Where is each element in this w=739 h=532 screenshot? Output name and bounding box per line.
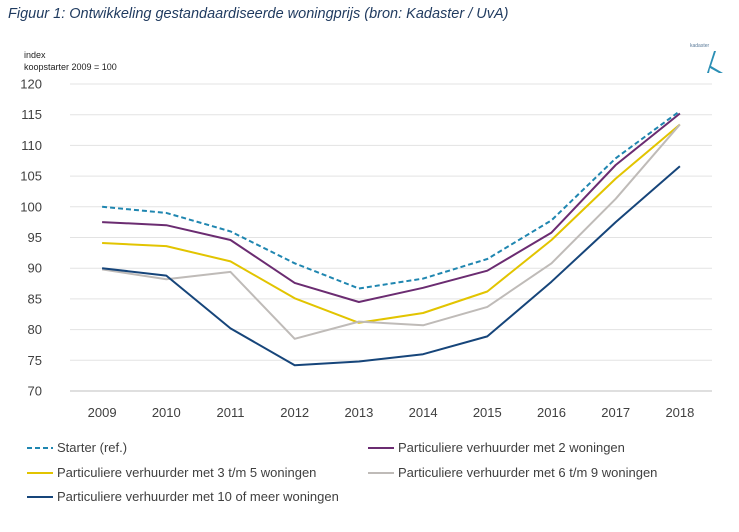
y-tick-label: 95 [28,230,42,245]
series-line [101,165,681,367]
series-line [102,112,681,303]
legend-label: Starter (ref.) [57,440,127,455]
x-axis-ticks: 2009 2010 2011 2012 2013 2014 2015 2016 2017 2018 [88,405,695,420]
x-tick-label: 2014 [409,405,438,420]
figure-caption: Figuur 1: Ontwikkeling gestandaardiseerd… [8,6,509,22]
y-tick-label: 105 [20,169,42,184]
logo-text: kadaster [690,43,710,49]
y-axis-label-line: index [24,50,46,60]
kadaster-logo: kadaster [690,43,723,73]
y-axis-ticks: 70 75 80 85 90 95 100 105 110 115 120 [20,77,42,399]
x-tick-label: 2018 [665,405,694,420]
y-tick-label: 110 [21,138,42,153]
y-tick-label: 90 [28,261,42,276]
x-tick-label: 2012 [280,405,309,420]
x-tick-label: 2016 [537,405,566,420]
x-tick-label: 2010 [152,405,181,420]
x-tick-label: 2013 [344,405,373,420]
y-tick-label: 115 [21,107,42,122]
kadaster-logo-icon [707,51,723,73]
y-tick-label: 85 [28,291,42,306]
x-tick-label: 2009 [88,405,117,420]
y-axis-label-line: koopstarter 2009 = 100 [24,62,117,72]
series-line [101,123,681,340]
y-tick-label: 100 [20,199,42,214]
grid-lines [70,83,712,392]
y-tick-label: 120 [20,77,42,92]
series-line [102,110,681,290]
legend: Starter (ref.) Particuliere verhuurder me… [27,440,657,504]
legend-label: Particuliere verhuurder met 3 t/m 5 woni… [57,465,316,480]
y-tick-label: 75 [28,353,42,368]
y-tick-label: 80 [28,322,42,337]
legend-label: Particuliere verhuurder met 10 of meer w… [57,489,339,504]
x-tick-label: 2015 [473,405,502,420]
x-tick-label: 2017 [601,405,630,420]
series-line [102,123,681,324]
y-axis-label: index koopstarter 2009 = 100 [24,50,117,72]
x-tick-label: 2011 [217,405,245,420]
legend-label: Particuliere verhuurder met 2 woningen [398,440,625,455]
series-lines [101,110,681,367]
y-tick-label: 70 [28,384,42,399]
legend-label: Particuliere verhuurder met 6 t/m 9 woni… [398,465,657,480]
